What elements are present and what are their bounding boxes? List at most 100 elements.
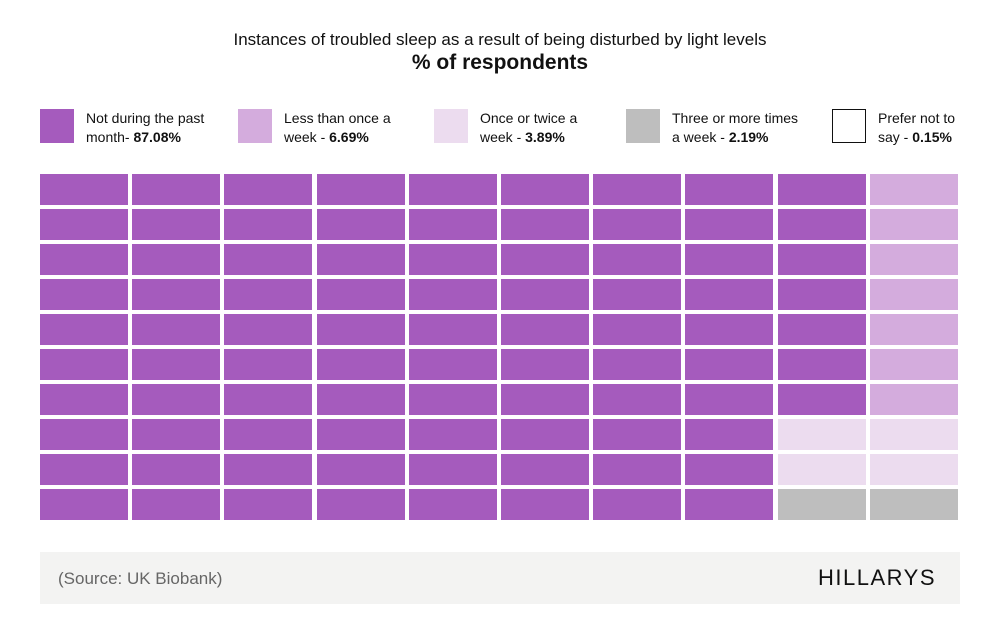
waffle-cell — [408, 454, 497, 485]
legend-swatch — [434, 109, 468, 143]
waffle-cell — [408, 279, 497, 310]
legend-value: 3.89% — [525, 129, 565, 145]
waffle-cell — [132, 174, 221, 205]
waffle-cell — [40, 174, 128, 205]
legend-item-three-or-more-times: Three or more times a week - 2.19% — [626, 109, 798, 147]
waffle-cell — [408, 419, 497, 450]
legend-item-prefer-not-to-say: Prefer not to say - 0.15% — [832, 109, 955, 147]
waffle-cell — [501, 244, 589, 275]
legend-label: week - — [284, 129, 330, 145]
chart-title: Instances of troubled sleep as a result … — [233, 30, 767, 49]
waffle-cell — [224, 244, 313, 275]
waffle-cell — [869, 244, 958, 275]
waffle-cell — [224, 279, 313, 310]
waffle-cell — [40, 314, 128, 345]
waffle-cell — [869, 454, 958, 485]
waffle-cell — [408, 209, 497, 240]
waffle-cell — [224, 174, 313, 205]
waffle-cell — [316, 174, 405, 205]
legend-swatch — [832, 109, 866, 143]
legend-value: 87.08% — [133, 129, 181, 145]
legend-label: Three or more times — [672, 110, 799, 126]
waffle-cell — [408, 314, 497, 345]
waffle-cell — [40, 209, 128, 240]
waffle-cell — [593, 489, 682, 520]
waffle-cell — [408, 174, 497, 205]
legend-label: a week - — [672, 129, 729, 145]
waffle-cell — [40, 384, 128, 415]
waffle-cell — [316, 279, 405, 310]
legend-item-once-or-twice-a-week: Once or twice a week - 3.89% — [434, 109, 577, 147]
waffle-cell — [869, 279, 958, 310]
waffle-cell — [224, 489, 313, 520]
waffle-cell — [777, 419, 866, 450]
waffle-cell — [40, 419, 128, 450]
waffle-cell — [40, 244, 128, 275]
source-note: (Source: UK Biobank) — [58, 569, 223, 588]
waffle-cell — [316, 314, 405, 345]
legend-item-less-than-once-a-week: Less than once a week - 6.69% — [238, 109, 391, 147]
waffle-cell — [593, 279, 682, 310]
waffle-cell — [777, 384, 866, 415]
waffle-cell — [777, 174, 866, 205]
waffle-cell — [593, 244, 682, 275]
waffle-cell — [316, 209, 405, 240]
waffle-cell — [316, 454, 405, 485]
legend-value: 2.19% — [728, 129, 769, 145]
waffle-cell — [501, 279, 589, 310]
waffle-cell — [593, 349, 682, 380]
waffle-cell — [316, 244, 405, 275]
waffle-cell — [777, 489, 866, 520]
legend-label: Once or twice a — [480, 110, 578, 126]
waffle-cell — [408, 384, 497, 415]
waffle-cell — [224, 419, 313, 450]
footer: (Source: UK Biobank) HILLARYS — [40, 552, 960, 604]
waffle-cell — [316, 349, 405, 380]
waffle-cell — [777, 454, 866, 485]
waffle-cell — [224, 454, 313, 485]
waffle-cell — [593, 314, 682, 345]
legend-swatch — [40, 109, 74, 143]
waffle-cell — [777, 244, 866, 275]
legend-value: 0.15% — [912, 129, 952, 145]
waffle-cell — [685, 349, 774, 380]
waffle-cell — [593, 174, 682, 205]
waffle-cell — [501, 454, 589, 485]
waffle-cell — [501, 209, 589, 240]
waffle-cell — [408, 244, 497, 275]
waffle-cell — [593, 384, 682, 415]
waffle-cell — [777, 209, 866, 240]
waffle-cell — [132, 314, 221, 345]
waffle-cell — [316, 489, 405, 520]
waffle-cell — [869, 489, 958, 520]
waffle-cell — [685, 384, 774, 415]
waffle-cell — [685, 419, 774, 450]
waffle-cell — [224, 314, 313, 345]
waffle-cell — [224, 384, 313, 415]
legend-value: 6.69% — [329, 129, 369, 145]
waffle-cell — [593, 454, 682, 485]
waffle-cell — [869, 384, 958, 415]
waffle-cell — [408, 349, 497, 380]
waffle-cell — [501, 314, 589, 345]
legend-item-not-during-past-month: Not during the past month- 87.08% — [40, 109, 204, 147]
waffle-cell — [777, 279, 866, 310]
waffle-cell — [869, 209, 958, 240]
legend-swatch — [238, 109, 272, 143]
waffle-cell — [224, 209, 313, 240]
waffle-cell — [132, 244, 221, 275]
waffle-cell — [685, 279, 774, 310]
waffle-cell — [501, 384, 589, 415]
waffle-cell — [869, 349, 958, 380]
legend-swatch — [626, 109, 660, 143]
waffle-cell — [685, 244, 774, 275]
waffle-cell — [685, 489, 774, 520]
legend-label: Less than once a — [284, 110, 391, 126]
waffle-cell — [685, 174, 774, 205]
waffle-cell — [132, 419, 221, 450]
waffle-cell — [869, 419, 958, 450]
waffle-cell — [316, 384, 405, 415]
waffle-cell — [869, 314, 958, 345]
waffle-cell — [40, 349, 128, 380]
waffle-cell — [132, 349, 221, 380]
